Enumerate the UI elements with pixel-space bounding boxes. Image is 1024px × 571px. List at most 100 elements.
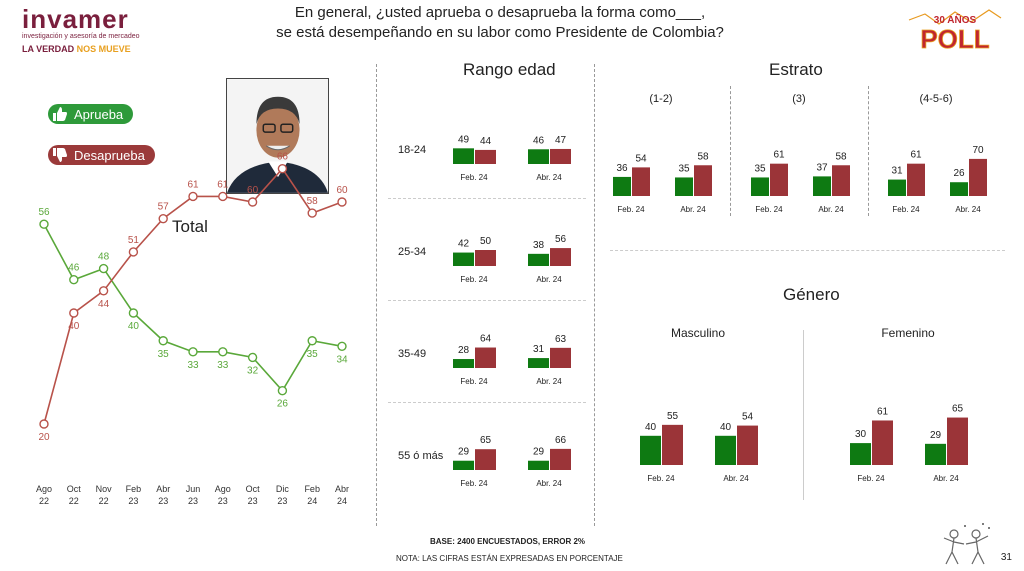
x-tick-month: Ago [215,484,231,494]
data-point [337,341,347,351]
question-line-2: se está desempeñando en su labor como Pr… [276,24,724,41]
x-tick-month: Jun [186,484,201,494]
x-tick-year: 22 [99,496,109,506]
question-line-1: En general, ¿usted aprueba o desaprueba … [294,4,706,21]
data-label: 58 [307,196,319,207]
x-tick-month: Abr [156,484,170,494]
x-tick-year: 22 [69,496,79,506]
period-label: Feb. 24 [647,474,675,483]
x-tick-month: Abr [335,484,349,494]
period-label: Feb. 24 [460,173,488,182]
period-label: Abr. 24 [536,275,562,284]
data-label: 44 [98,299,110,310]
separator-estrato-1 [730,86,731,216]
brand-logo: invamer [22,4,129,34]
bar-approve [675,177,693,196]
gender-group-label: Masculino [671,326,725,340]
bar-value-label: 70 [972,145,984,156]
age-chart-title: Rango edad [463,60,556,79]
bar-value-label: 31 [891,166,903,177]
x-tick-year: 23 [158,496,168,506]
bar-approve [528,358,549,368]
legend-disapprove-label: Desaprueba [74,148,145,163]
x-tick-year: 24 [337,496,347,506]
age-group-label: 25-34 [398,246,426,258]
x-tick-year: 22 [39,496,49,506]
bar-approve [453,252,474,266]
age-divider-3 [388,402,586,403]
thumbs-down-icon [53,148,67,162]
age-divider-1 [388,198,586,199]
bar-value-label: 66 [555,435,567,446]
bar-value-label: 54 [742,412,754,423]
bar-approve [950,182,968,196]
estrato-gender-divider [610,250,1005,251]
data-label: 60 [336,185,348,196]
period-label: Feb. 24 [617,205,645,214]
data-label: 60 [247,185,259,196]
bar-approve [453,359,474,368]
total-chart-title: Total [172,217,208,236]
bar-value-label: 46 [533,135,545,146]
gender-chart-title: Género [783,285,840,304]
bar-approve [528,149,549,164]
bar-value-label: 35 [754,163,766,174]
bar-value-label: 65 [480,435,492,446]
bar-disapprove [872,420,893,465]
data-point [277,386,288,396]
bar-disapprove [475,250,496,266]
x-tick-month: Feb [126,484,142,494]
bar-value-label: 61 [910,150,922,161]
survey-question: En general, ¿usted aprueba o desaprueba … [250,3,750,43]
data-point [158,213,168,224]
data-point [128,308,139,318]
bar-approve [751,177,769,196]
x-tick-month: Oct [67,484,82,494]
bar-disapprove [475,347,496,368]
estrato-group-label: (3) [792,93,805,105]
data-point [98,286,109,296]
bar-value-label: 40 [720,422,732,433]
data-point [69,308,79,318]
bar-disapprove [475,449,496,470]
page-number: 31 [1000,552,1012,563]
period-label: Feb. 24 [460,377,488,386]
period-label: Feb. 24 [460,479,488,488]
bar-value-label: 42 [458,239,470,250]
bar-disapprove [662,424,683,465]
tagline-part-a: LA VERDAD [22,44,77,54]
bar-disapprove [947,417,968,465]
bar-value-label: 61 [773,150,785,161]
data-label: 33 [187,360,199,371]
age-group-label: 35-49 [398,348,426,360]
bar-value-label: 38 [533,240,545,251]
data-point [158,336,168,346]
bar-disapprove [737,425,758,465]
tagline-part-b: NOS MUEVE [76,44,131,54]
bar-approve [715,435,736,465]
data-label: 46 [68,263,80,274]
bar-value-label: 37 [816,162,828,173]
period-label: Feb. 24 [857,474,885,483]
data-point [218,347,228,357]
data-label: 26 [277,399,289,410]
data-point [307,336,317,346]
bar-value-label: 26 [953,168,965,179]
estrato-group-label: (4-5-6) [919,93,952,105]
data-point [188,191,198,202]
president-portrait [226,78,329,194]
data-point [128,247,139,257]
bar-disapprove [550,248,571,266]
data-label: 32 [247,365,259,376]
bar-disapprove [632,167,650,196]
age-group-label: 18-24 [398,144,426,156]
bar-value-label: 64 [480,334,492,345]
bar-disapprove [475,149,496,164]
bar-approve [813,176,831,196]
period-label: Abr. 24 [536,173,562,182]
badge-top-text: 30 AÑOS [934,13,977,26]
poll-badge-logo: 30 AÑOS POLL [908,9,1002,52]
bar-value-label: 29 [930,430,942,441]
x-tick-year: 23 [218,496,228,506]
bar-approve [528,253,549,266]
